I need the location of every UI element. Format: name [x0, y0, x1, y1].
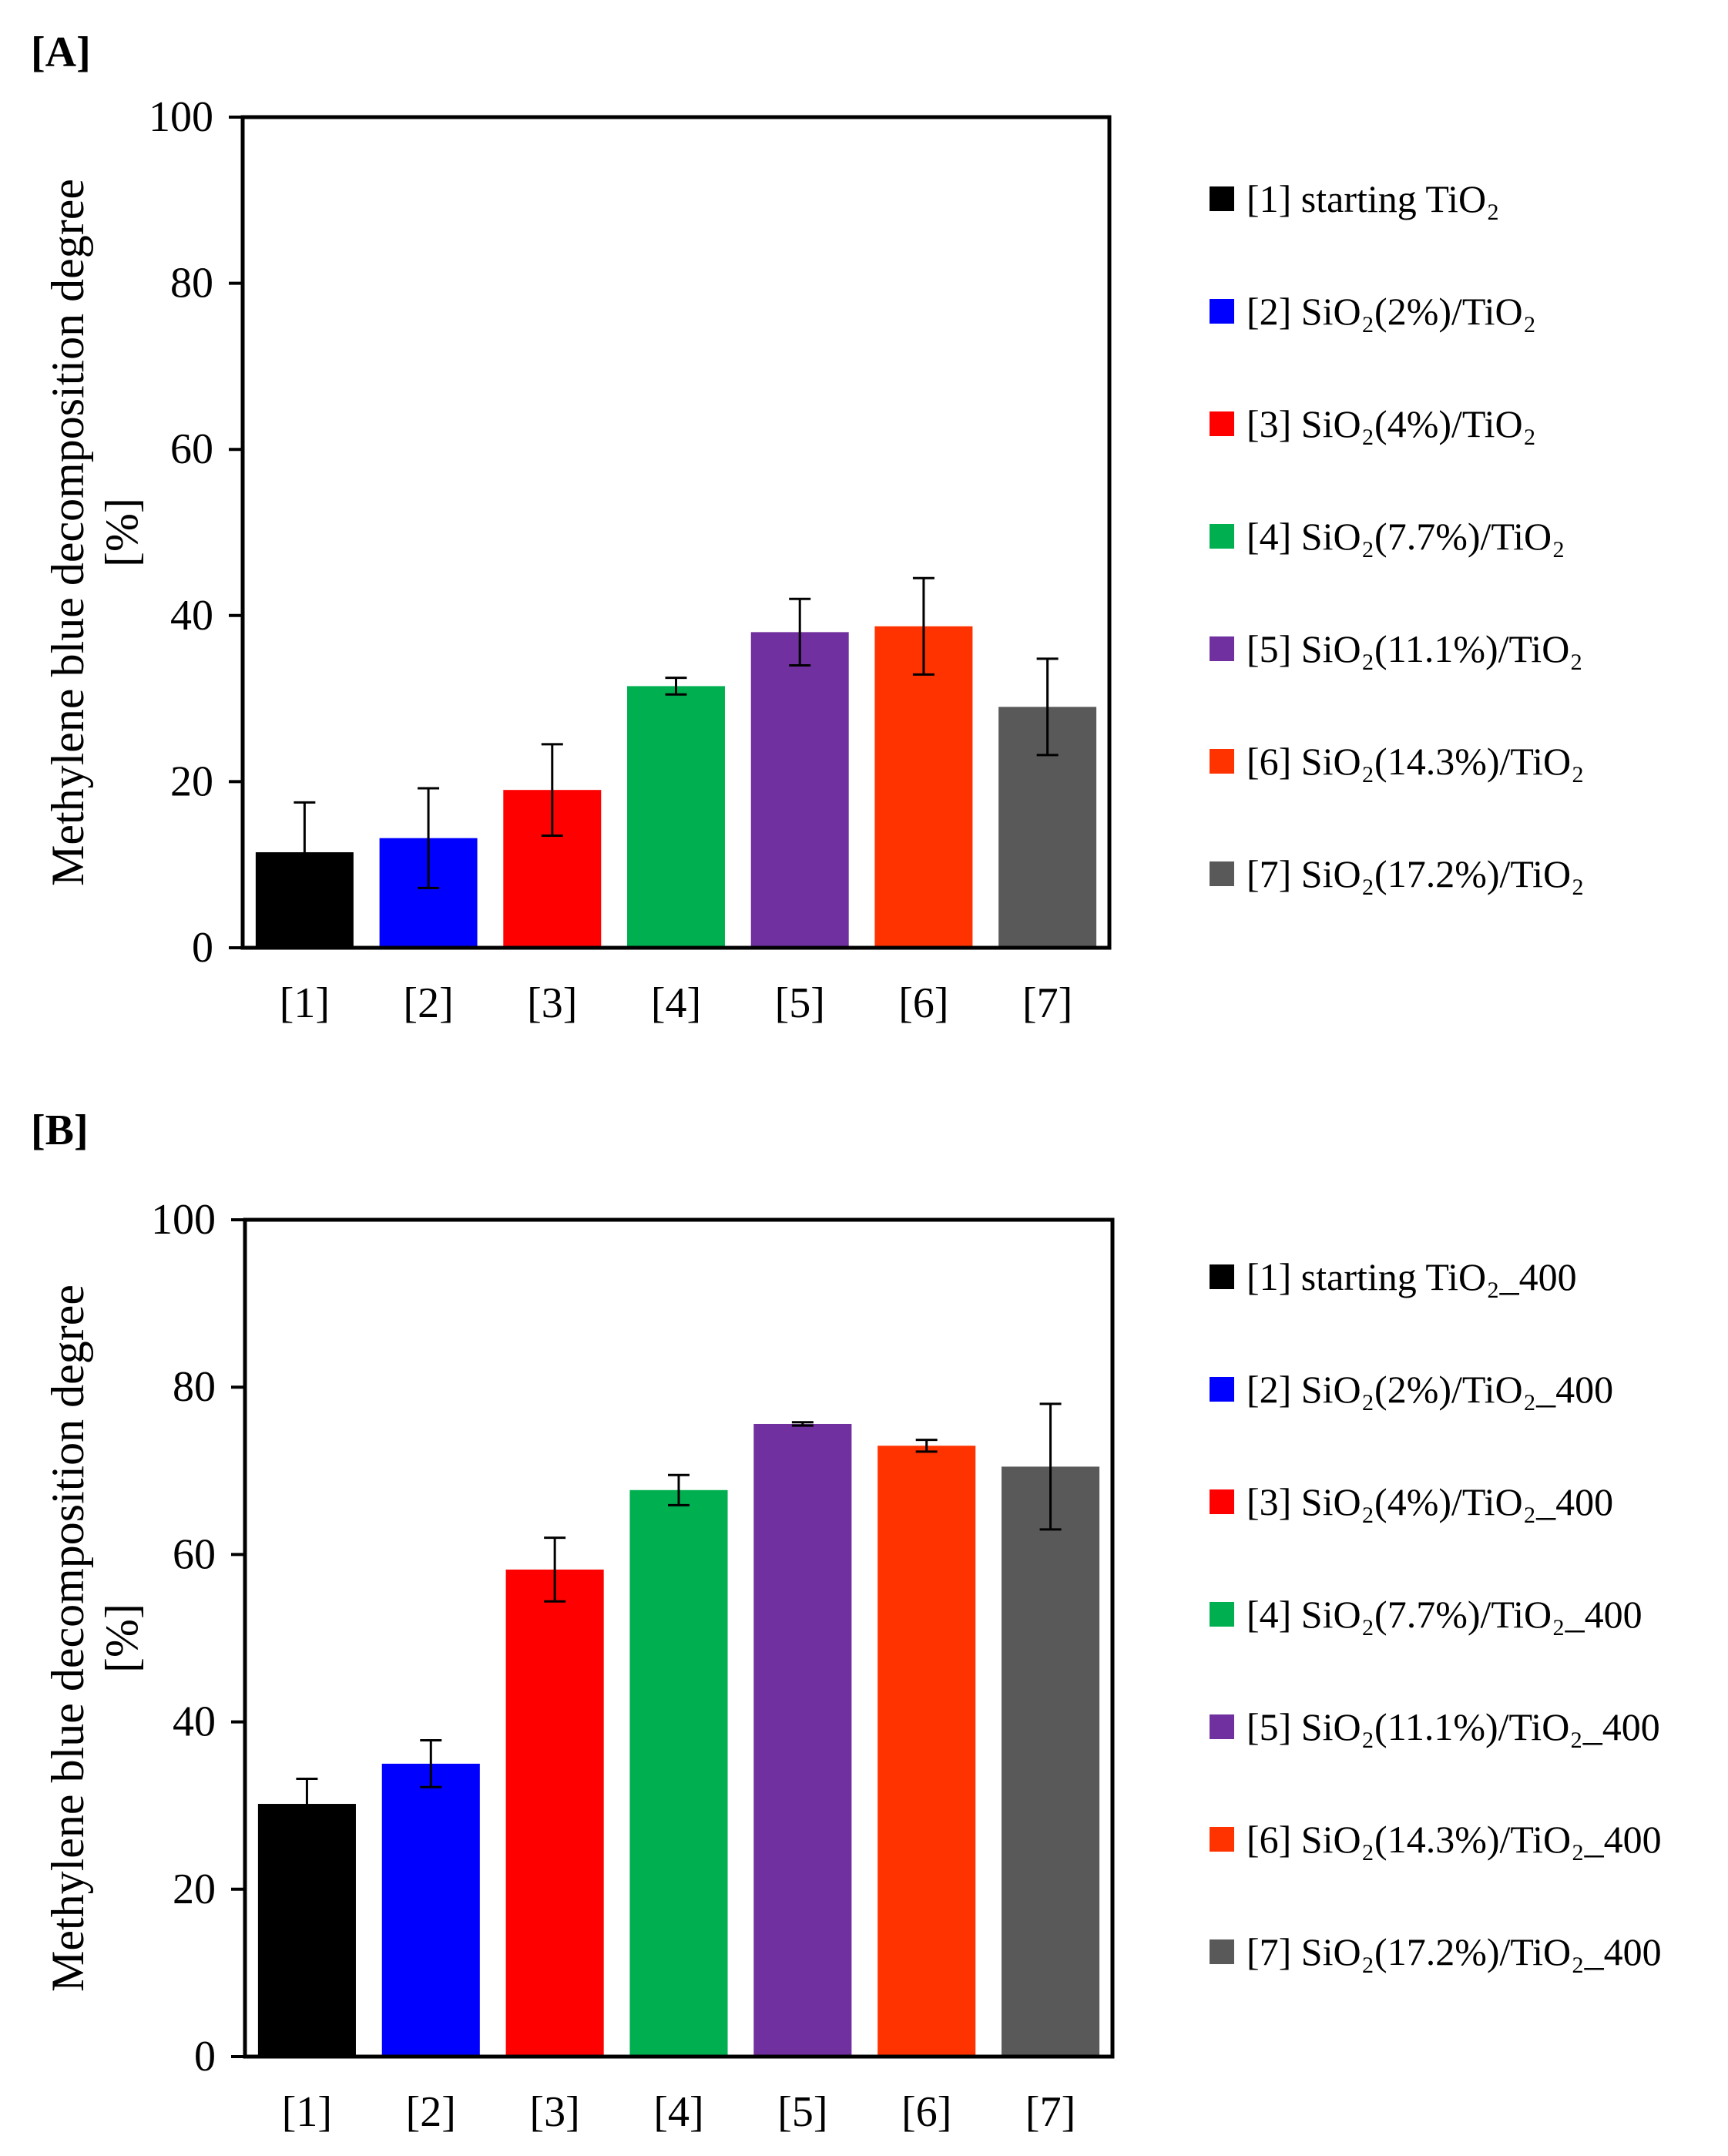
panel-label: [A]	[31, 29, 91, 76]
error-bar	[541, 743, 563, 837]
legend-swatch	[1210, 411, 1234, 436]
x-tick-label: [1]	[282, 2088, 332, 2136]
y-axis-unit-label: [%]	[96, 498, 147, 567]
error-bar	[418, 787, 440, 889]
y-tick-label: 0	[194, 2033, 216, 2080]
legend-label: [7] SiO₂(17.2%)/TiO₂_400	[1247, 1930, 1662, 1973]
bar	[257, 1804, 356, 2057]
legend-label: [2] SiO₂(2%)/TiO₂	[1247, 290, 1537, 333]
error-bar	[1039, 1402, 1062, 1531]
y-tick-label: 40	[173, 1698, 216, 1746]
bar	[750, 632, 849, 948]
legend-swatch	[1210, 299, 1234, 324]
legend-label: [3] SiO₂(4%)/TiO₂	[1247, 402, 1537, 445]
y-tick-label: 100	[149, 93, 213, 141]
error-bar	[296, 1777, 318, 1831]
legend-swatch	[1210, 186, 1234, 211]
x-tick-label: [3]	[527, 979, 577, 1027]
x-tick-label: [7]	[1022, 979, 1072, 1027]
legend-swatch	[1210, 636, 1234, 661]
legend-swatch	[1210, 1602, 1234, 1627]
legend-label: [5] SiO₂(11.1%)/TiO₂_400	[1247, 1705, 1660, 1748]
x-tick-label: [3]	[529, 2088, 579, 2136]
legend-label: [6] SiO₂(14.3%)/TiO₂	[1247, 740, 1585, 783]
chart-panel-a: [A] [1] [2] [3] [4] [5] [6] [7] 0 20 40 60 80 100 Met…	[31, 29, 1585, 1027]
error-bar	[915, 1439, 938, 1453]
x-tick-label: [2]	[403, 979, 453, 1027]
x-tick-label: [5]	[775, 979, 825, 1027]
legend-swatch	[1210, 524, 1234, 549]
bar-chart-b: [1] [2] [3] [4] [5] [6] [7] 0 20 40 60 80 100 Methyle…	[42, 1196, 1115, 2136]
x-tick-label: [2]	[406, 2088, 456, 2136]
y-tick-label: 100	[151, 1196, 216, 1244]
bar-chart-a: [1] [2] [3] [4] [5] [6] [7] 0 20 40 60 80 100 Methyle…	[42, 93, 1112, 1027]
legend-swatch	[1210, 1489, 1234, 1514]
x-tick-label: [4]	[653, 2088, 703, 2136]
error-bar	[544, 1536, 566, 1603]
y-axis-label: Methylene blue decomposition degree	[42, 179, 93, 886]
legend-label: [5] SiO₂(11.1%)/TiO₂	[1247, 627, 1583, 670]
legend-swatch	[1210, 1827, 1234, 1852]
legend-label: [7] SiO₂(17.2%)/TiO₂	[1247, 852, 1585, 895]
bar	[1002, 1466, 1100, 2057]
x-tick-label: [6]	[898, 979, 948, 1027]
bar	[381, 1763, 480, 2057]
y-tick-label: 80	[170, 260, 213, 307]
legend-swatch	[1210, 1377, 1234, 1402]
bar	[753, 1423, 852, 2057]
chart-panel-b: [B] [1] [2] [3] [4] [5] [6] [7] 0 20 40 60 80 100 Met…	[0, 1078, 1728, 2156]
legend-swatch	[1210, 1939, 1234, 1964]
legend-swatch	[1210, 1714, 1234, 1739]
error-bar	[912, 576, 934, 676]
error-bar	[789, 597, 811, 667]
y-tick-label: 20	[170, 757, 213, 805]
x-tick-label: [4]	[651, 979, 701, 1027]
legend-label: [4] SiO₂(7.7%)/TiO₂_400	[1247, 1593, 1642, 1636]
legend-swatch	[1210, 749, 1234, 774]
error-bar	[294, 801, 316, 904]
y-tick-label: 80	[173, 1363, 216, 1411]
legend-label: [1] starting TiO₂_400	[1247, 1255, 1577, 1298]
error-bar	[1036, 657, 1059, 757]
y-tick-label: 60	[170, 425, 213, 473]
error-bar	[665, 677, 687, 696]
error-bar	[791, 1421, 814, 1427]
y-tick-label: 0	[192, 924, 213, 972]
y-axis-unit-label: [%]	[96, 1604, 147, 1673]
bar	[874, 626, 973, 948]
legend-label: [3] SiO₂(4%)/TiO₂_400	[1247, 1480, 1614, 1523]
legend-swatch	[1210, 861, 1234, 886]
x-tick-label: [1]	[280, 979, 330, 1027]
bar	[627, 686, 725, 948]
legend-label: [4] SiO₂(7.7%)/TiO₂	[1247, 515, 1565, 558]
plot-area-frame	[240, 115, 1112, 950]
panel-label: [B]	[31, 1107, 89, 1154]
legend-swatch	[1210, 1264, 1234, 1289]
legend-label: [6] SiO₂(14.3%)/TiO₂_400	[1247, 1818, 1662, 1861]
y-tick-label: 20	[173, 1866, 216, 1913]
y-tick-label: 60	[173, 1530, 216, 1578]
plot-area-frame	[243, 1217, 1115, 2059]
x-tick-label: [5]	[777, 2088, 827, 2136]
bar	[877, 1446, 976, 2057]
y-tick-label: 40	[170, 592, 213, 640]
legend-label: [1] starting TiO₂	[1247, 177, 1500, 220]
bar	[629, 1489, 728, 2057]
y-axis-label: Methylene blue decomposition degree	[42, 1285, 93, 1992]
bar	[505, 1569, 604, 2057]
x-tick-label: [6]	[901, 2088, 951, 2136]
error-bar	[420, 1738, 442, 1788]
x-tick-label: [7]	[1025, 2088, 1075, 2136]
legend-label: [2] SiO₂(2%)/TiO₂_400	[1247, 1368, 1614, 1411]
error-bar	[668, 1473, 690, 1506]
